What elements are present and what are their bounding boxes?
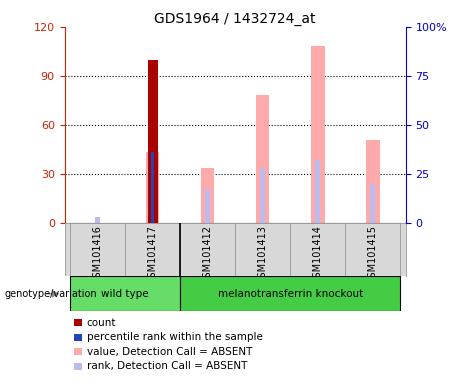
Text: genotype/variation: genotype/variation [5, 289, 97, 299]
Text: GSM101416: GSM101416 [93, 225, 102, 284]
Text: melanotransferrin knockout: melanotransferrin knockout [218, 289, 363, 299]
Text: GSM101413: GSM101413 [258, 225, 268, 284]
Title: GDS1964 / 1432724_at: GDS1964 / 1432724_at [154, 12, 316, 26]
Bar [366, 141, 379, 223]
Bar [235, 223, 290, 276]
Bar [371, 184, 375, 223]
Bar [260, 168, 265, 223]
Bar [315, 160, 320, 223]
Text: count: count [87, 318, 116, 328]
Bar [201, 168, 214, 223]
Text: rank, Detection Call = ABSENT: rank, Detection Call = ABSENT [87, 361, 247, 371]
Bar [148, 60, 158, 223]
Bar [151, 152, 154, 223]
Bar [206, 189, 210, 223]
Bar [311, 46, 325, 223]
Bar [95, 217, 100, 223]
Text: wild type: wild type [101, 289, 149, 299]
Bar [146, 152, 160, 223]
Bar [70, 223, 125, 276]
Text: GSM101414: GSM101414 [313, 225, 323, 284]
Bar [70, 276, 180, 311]
Text: GSM101412: GSM101412 [202, 225, 213, 285]
Bar [256, 95, 270, 223]
Text: percentile rank within the sample: percentile rank within the sample [87, 332, 263, 342]
Text: GSM101415: GSM101415 [368, 225, 378, 285]
Text: GSM101417: GSM101417 [148, 225, 158, 285]
Bar [125, 223, 180, 276]
Bar [345, 223, 400, 276]
Bar [180, 223, 235, 276]
Text: value, Detection Call = ABSENT: value, Detection Call = ABSENT [87, 347, 252, 357]
Bar [290, 223, 345, 276]
Bar [180, 276, 400, 311]
